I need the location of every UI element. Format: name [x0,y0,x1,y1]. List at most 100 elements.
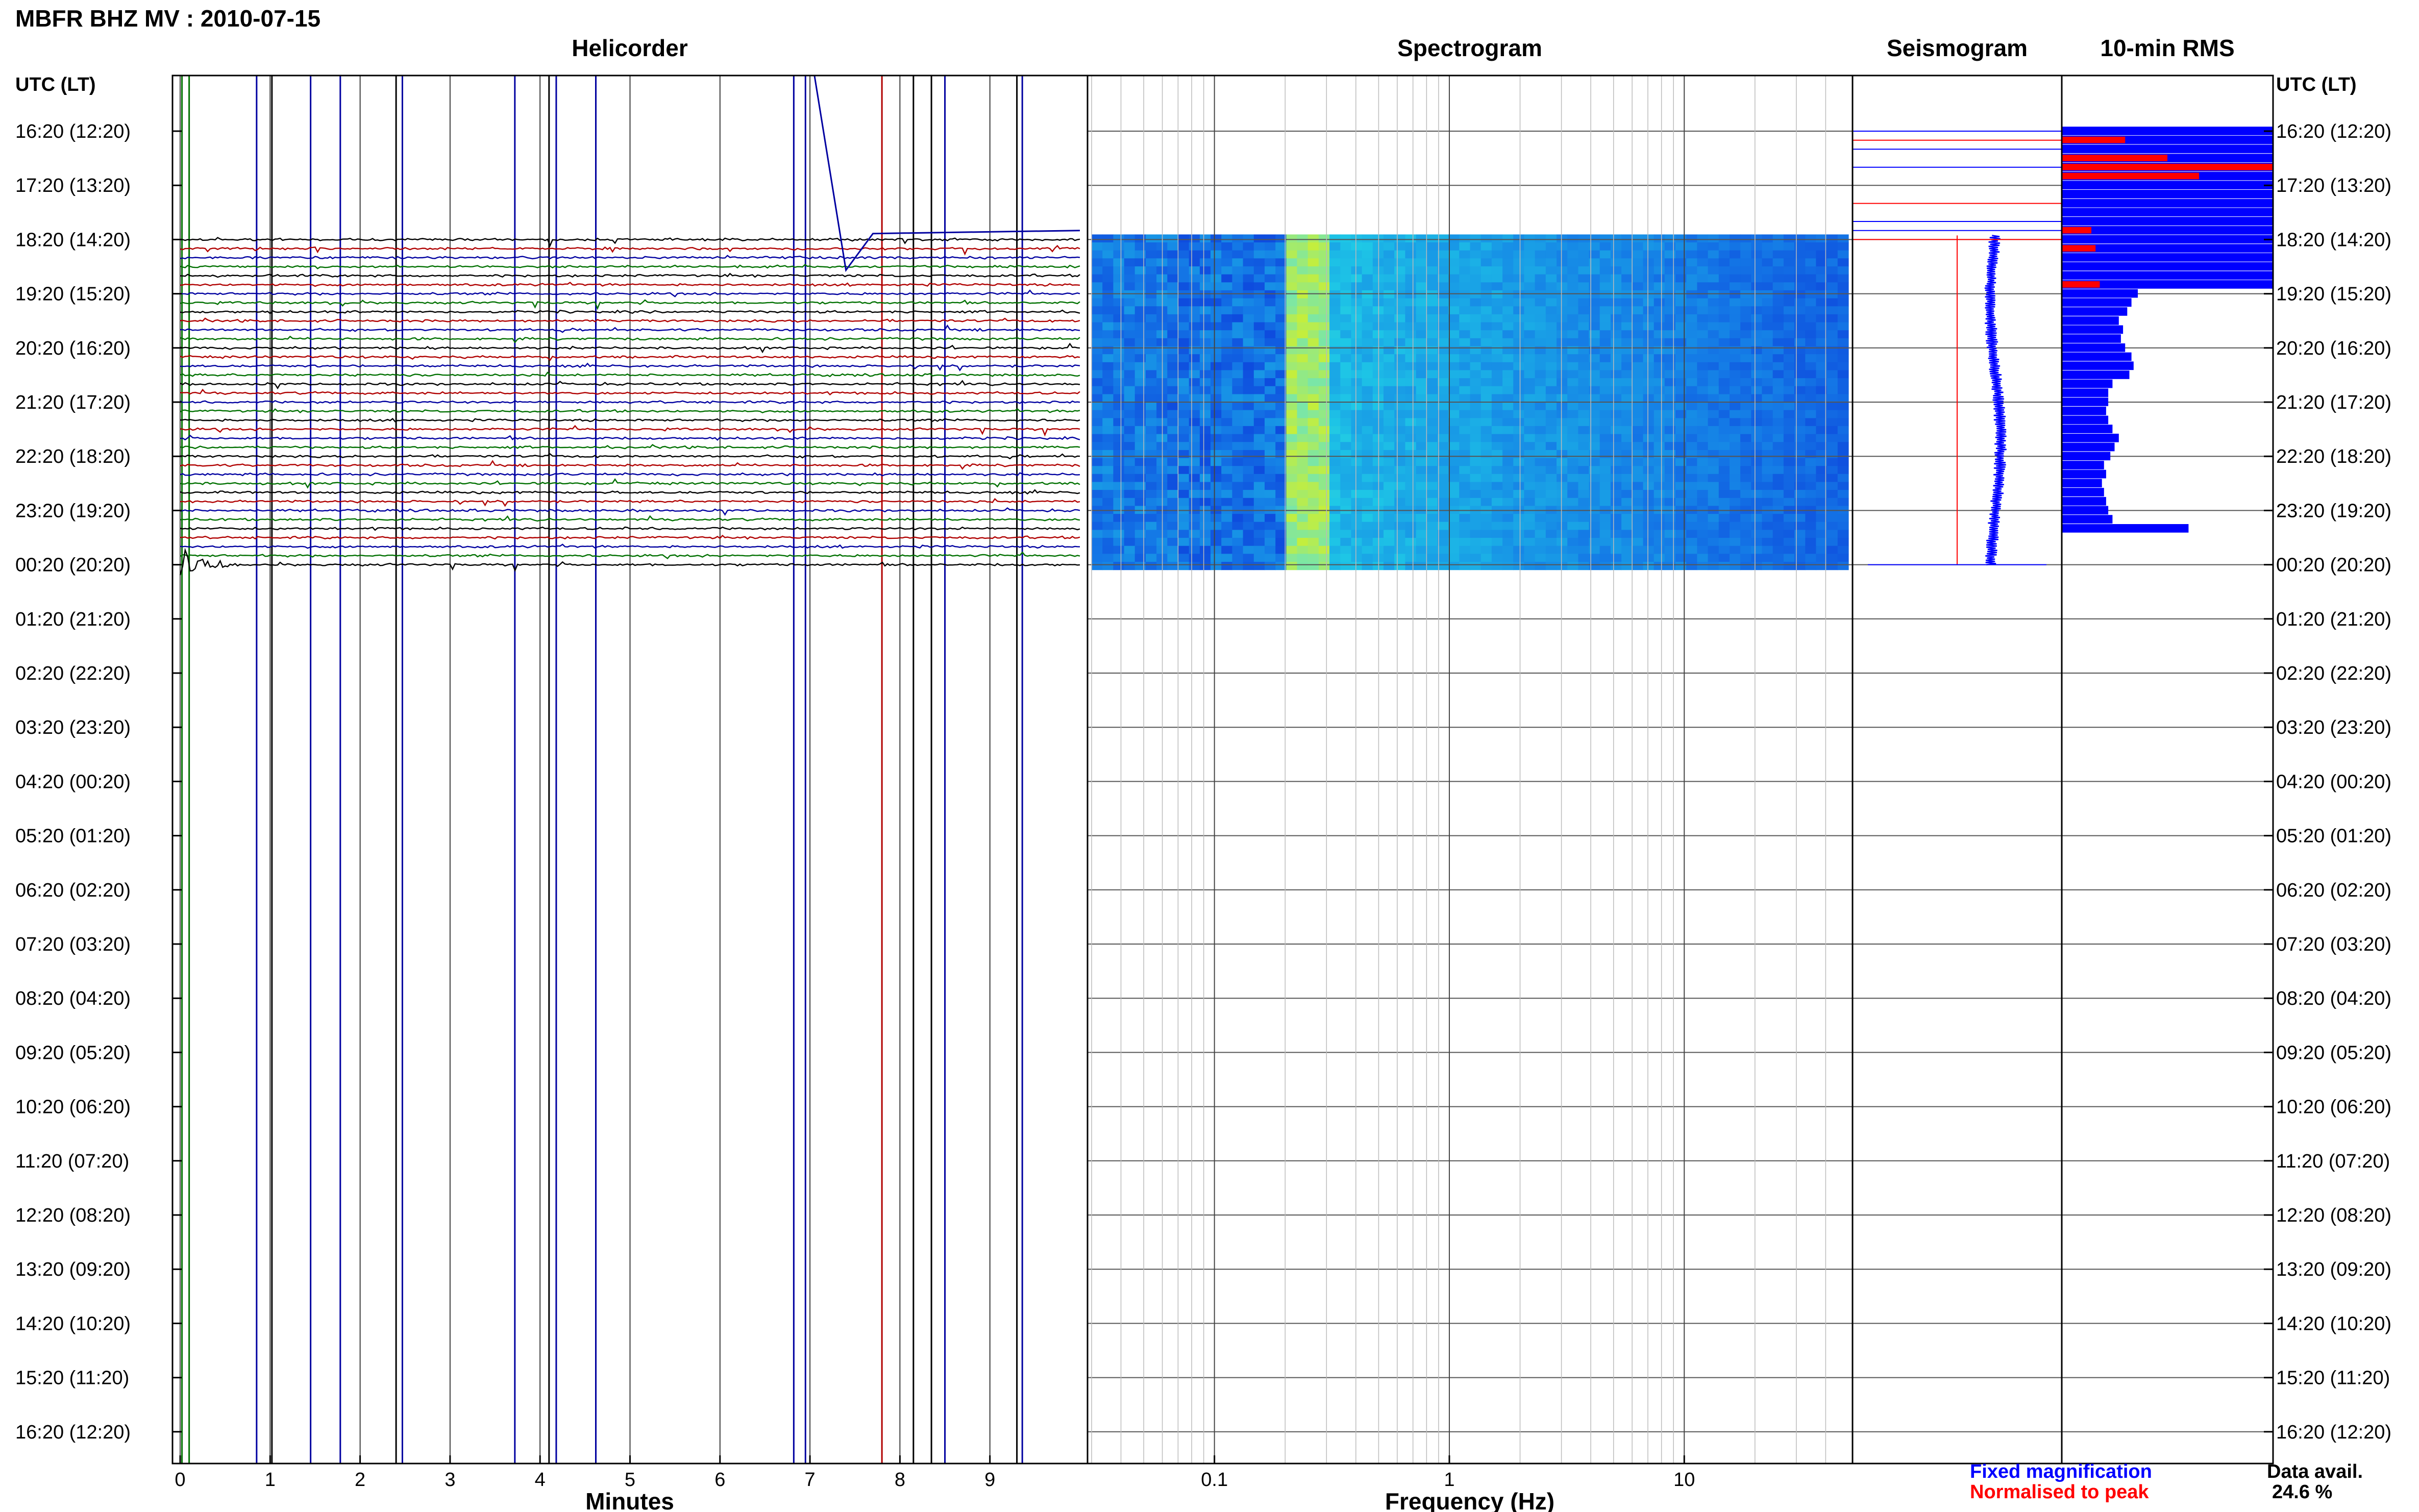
spectrogram-cell [1265,338,1276,346]
spectrogram-cell [1578,282,1590,291]
spectrogram-cell [1686,514,1697,523]
spectrogram-cell [1416,450,1427,459]
spectrogram-cell [1459,490,1471,499]
spectrogram-cell [1502,234,1514,243]
spectrogram-cell [1653,274,1665,283]
spectrogram-cell [1384,546,1395,554]
spectrogram-cell [1708,394,1719,403]
spectrogram-cell [1740,338,1751,346]
spectrogram-cell [1664,234,1676,243]
spectrogram-cell [1253,426,1265,435]
spectrogram-cell [1307,546,1319,554]
spectrogram-cell [1426,354,1438,363]
spectrogram-x-ticks: 0.1 1 10 [1201,1455,1695,1491]
spectrogram-cell [1675,298,1687,307]
spectrogram-cell [1740,402,1751,411]
spectrogram-cell [1362,290,1373,299]
time-tick-right: 09:20 (05:20) [2276,1042,2391,1063]
spectrogram-cell [1221,250,1232,259]
spectrogram-cell [1578,274,1590,283]
spectrogram-cell [1816,314,1828,323]
spectrogram-cell [1124,370,1136,379]
spectrogram-cell [1794,418,1806,427]
spectrogram-cell [1275,306,1287,315]
spectrogram-cell [1772,338,1784,346]
spectrogram-cell [1470,322,1482,331]
spectrogram-cell [1243,426,1254,435]
spectrogram-cell [1535,458,1546,466]
spectrogram-cell [1578,290,1590,299]
spectrogram-cell [1405,338,1417,346]
spectrogram-cell [1567,282,1578,291]
spectrogram-cell [1480,474,1492,482]
spectrogram-cell [1502,522,1514,530]
spectrogram-cell [1426,362,1438,370]
spectrogram-cell [1589,426,1600,435]
spectrogram-cell [1416,402,1427,411]
spectrogram-cell [1826,330,1838,339]
spectrogram-cell [1805,410,1817,418]
spectrogram-cell [1502,482,1514,490]
spectrogram-cell [1545,490,1557,499]
spectrogram-cell [1134,562,1146,571]
spectrogram-cell [1751,434,1763,442]
spectrogram-cell [1513,442,1524,451]
spectrogram-cell [1567,418,1578,427]
spectrogram-cell [1826,322,1838,331]
spectrogram-cell [1351,338,1363,346]
spectrogram-cell [1578,426,1590,435]
spectrogram-cell [1221,290,1232,299]
spectrogram-cell [1751,266,1763,275]
spectrogram-cell [1199,522,1211,530]
spectrogram-cell [1708,466,1719,475]
spectrogram-cell [1362,314,1373,323]
spectrogram-cell [1416,514,1427,523]
spectrogram-cell [1448,498,1460,506]
spectrogram-cell [1405,458,1417,466]
spectrogram-cell [1416,370,1427,379]
spectrogram-cell [1448,282,1460,291]
spectrogram-cell [1405,554,1417,562]
spectrogram-cell [1697,562,1709,571]
spectrogram-cell [1730,402,1741,411]
spectrogram-cell [1178,530,1190,538]
spectrogram-cell [1124,458,1136,466]
spectrogram-cell [1167,490,1179,499]
spectrogram-cell [1697,402,1709,411]
spectrogram-cell [1632,290,1644,299]
spectrogram-cell [1145,266,1157,275]
spectrogram-cell [1567,538,1578,547]
spectrogram-cell [1113,546,1125,554]
spectrogram-cell [1092,562,1103,571]
spectrogram-cell [1167,290,1179,299]
spectrogram-cell [1524,234,1536,243]
spectrogram-cell [1394,410,1405,418]
spectrogram-cell [1740,434,1751,442]
spectrogram-cell [1394,362,1405,370]
spectrogram-cell [1307,466,1319,475]
chart-title: MBFR BHZ MV : 2010-07-15 [15,5,320,32]
spectrogram-cell [1253,498,1265,506]
spectrogram-cell [1653,458,1665,466]
spectrogram-cell [1124,554,1136,562]
spectrogram-cell [1092,498,1103,506]
spectrogram-cell [1524,338,1536,346]
spectrogram-cell [1491,466,1503,475]
rms-bar-fixed [2062,262,2273,271]
spectrogram-cell [1178,554,1190,562]
spectrogram-cell [1253,234,1265,243]
spectrogram-cell [1557,442,1568,451]
spectrogram-cell [1675,554,1687,562]
spectrogram-cell [1730,298,1741,307]
spectrogram-cell [1221,362,1232,370]
spectrogram-cell [1632,522,1644,530]
spectrogram-cell [1232,546,1244,554]
spectrogram-cell [1340,386,1352,394]
spectrogram-cell [1535,354,1546,363]
spectrogram-cell [1557,522,1568,530]
spectrogram-cell [1232,290,1244,299]
spectrogram-cell [1437,434,1449,442]
spectrogram-cell [1805,378,1817,387]
spectrogram-cell [1351,250,1363,259]
spectrogram-cell [1502,362,1514,370]
